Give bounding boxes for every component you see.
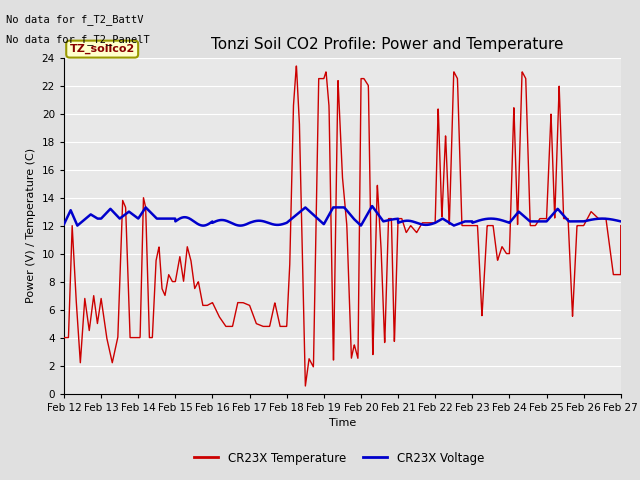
Text: No data for f_T2_PanelT: No data for f_T2_PanelT [6,34,150,45]
Legend: CR23X Temperature, CR23X Voltage: CR23X Temperature, CR23X Voltage [189,447,489,469]
Y-axis label: Power (V) / Temperature (C): Power (V) / Temperature (C) [26,148,36,303]
Text: TZ_soilco2: TZ_soilco2 [70,44,135,54]
X-axis label: Time: Time [329,418,356,428]
Text: No data for f_T2_BattV: No data for f_T2_BattV [6,14,144,25]
Title: Tonzi Soil CO2 Profile: Power and Temperature: Tonzi Soil CO2 Profile: Power and Temper… [211,37,563,52]
